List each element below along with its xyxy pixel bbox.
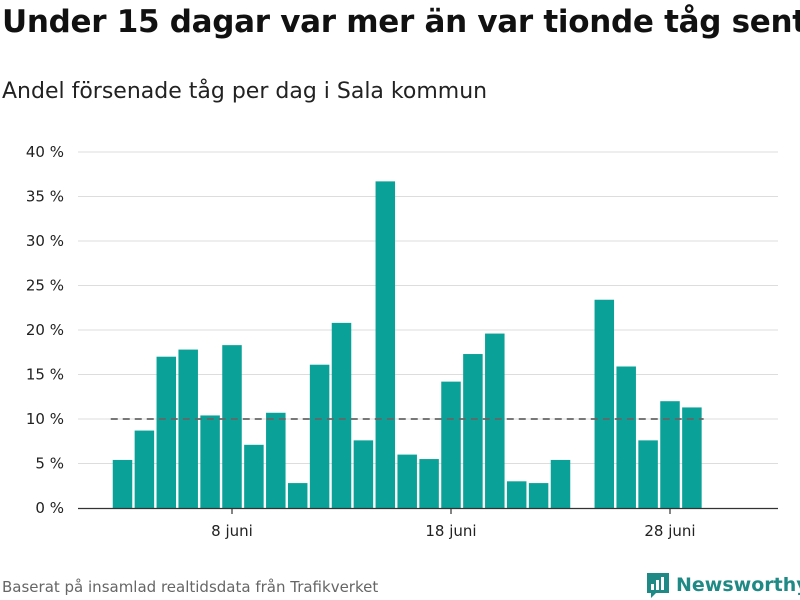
brand-logo[interactable]: Newsworthy [645,570,800,600]
x-tick-label: 18 juni [425,522,476,540]
bar[interactable] [244,444,264,508]
y-tick-label: 35 % [26,188,64,206]
bar[interactable] [506,481,527,508]
bar-chart: 0 % 5 % 10 % 15 % 20 % 25 % 30 % 35 % 40 % 8 jun… [26,143,778,540]
bar[interactable] [397,454,417,508]
bar[interactable] [331,322,352,508]
bar[interactable] [112,459,133,508]
bar[interactable] [309,364,330,508]
y-tick-label: 5 % [35,455,64,473]
bar[interactable] [134,430,155,508]
bar[interactable] [463,354,483,508]
x-tick-label: 8 juni [211,522,253,540]
bar[interactable] [200,415,220,508]
bar[interactable] [638,440,658,508]
bar[interactable] [682,407,702,508]
bar[interactable] [660,401,680,508]
bar[interactable] [156,356,177,508]
chart-title: Under 15 dagar var mer än var tionde tåg… [2,4,800,40]
y-tick-label: 40 % [26,143,64,161]
bar[interactable] [266,412,286,508]
y-tick-label: 30 % [26,232,64,250]
chart-subtitle: Andel försenade tåg per dag i Sala kommu… [2,79,488,104]
bar[interactable] [222,345,242,508]
bar[interactable] [178,349,198,508]
bar[interactable] [375,181,396,508]
grid-lines [78,151,778,464]
bar[interactable] [353,440,374,508]
bar[interactable] [287,483,308,508]
x-tick-label: 28 juni [644,522,695,540]
y-tick-label: 0 % [35,499,64,517]
y-axis-tick-labels: 0 % 5 % 10 % 15 % 20 % 25 % 30 % 35 % 40 % [26,143,64,517]
x-axis: 8 juni 18 juni 28 juni [78,507,778,540]
bar[interactable] [485,333,505,508]
newsworthy-logo-icon [647,573,669,598]
y-tick-label: 15 % [26,366,64,384]
bars [112,181,702,508]
brand-name: Newsworthy [676,574,800,596]
y-tick-label: 25 % [26,277,64,295]
bar[interactable] [616,366,636,508]
y-tick-label: 20 % [26,321,64,339]
bar[interactable] [594,299,615,508]
y-tick-label: 10 % [26,410,64,428]
bar[interactable] [528,483,549,508]
bar[interactable] [550,459,571,508]
bar[interactable] [441,381,461,508]
source-note: Baserat på insamlad realtidsdata från Tr… [2,578,379,596]
bar[interactable] [419,459,439,508]
